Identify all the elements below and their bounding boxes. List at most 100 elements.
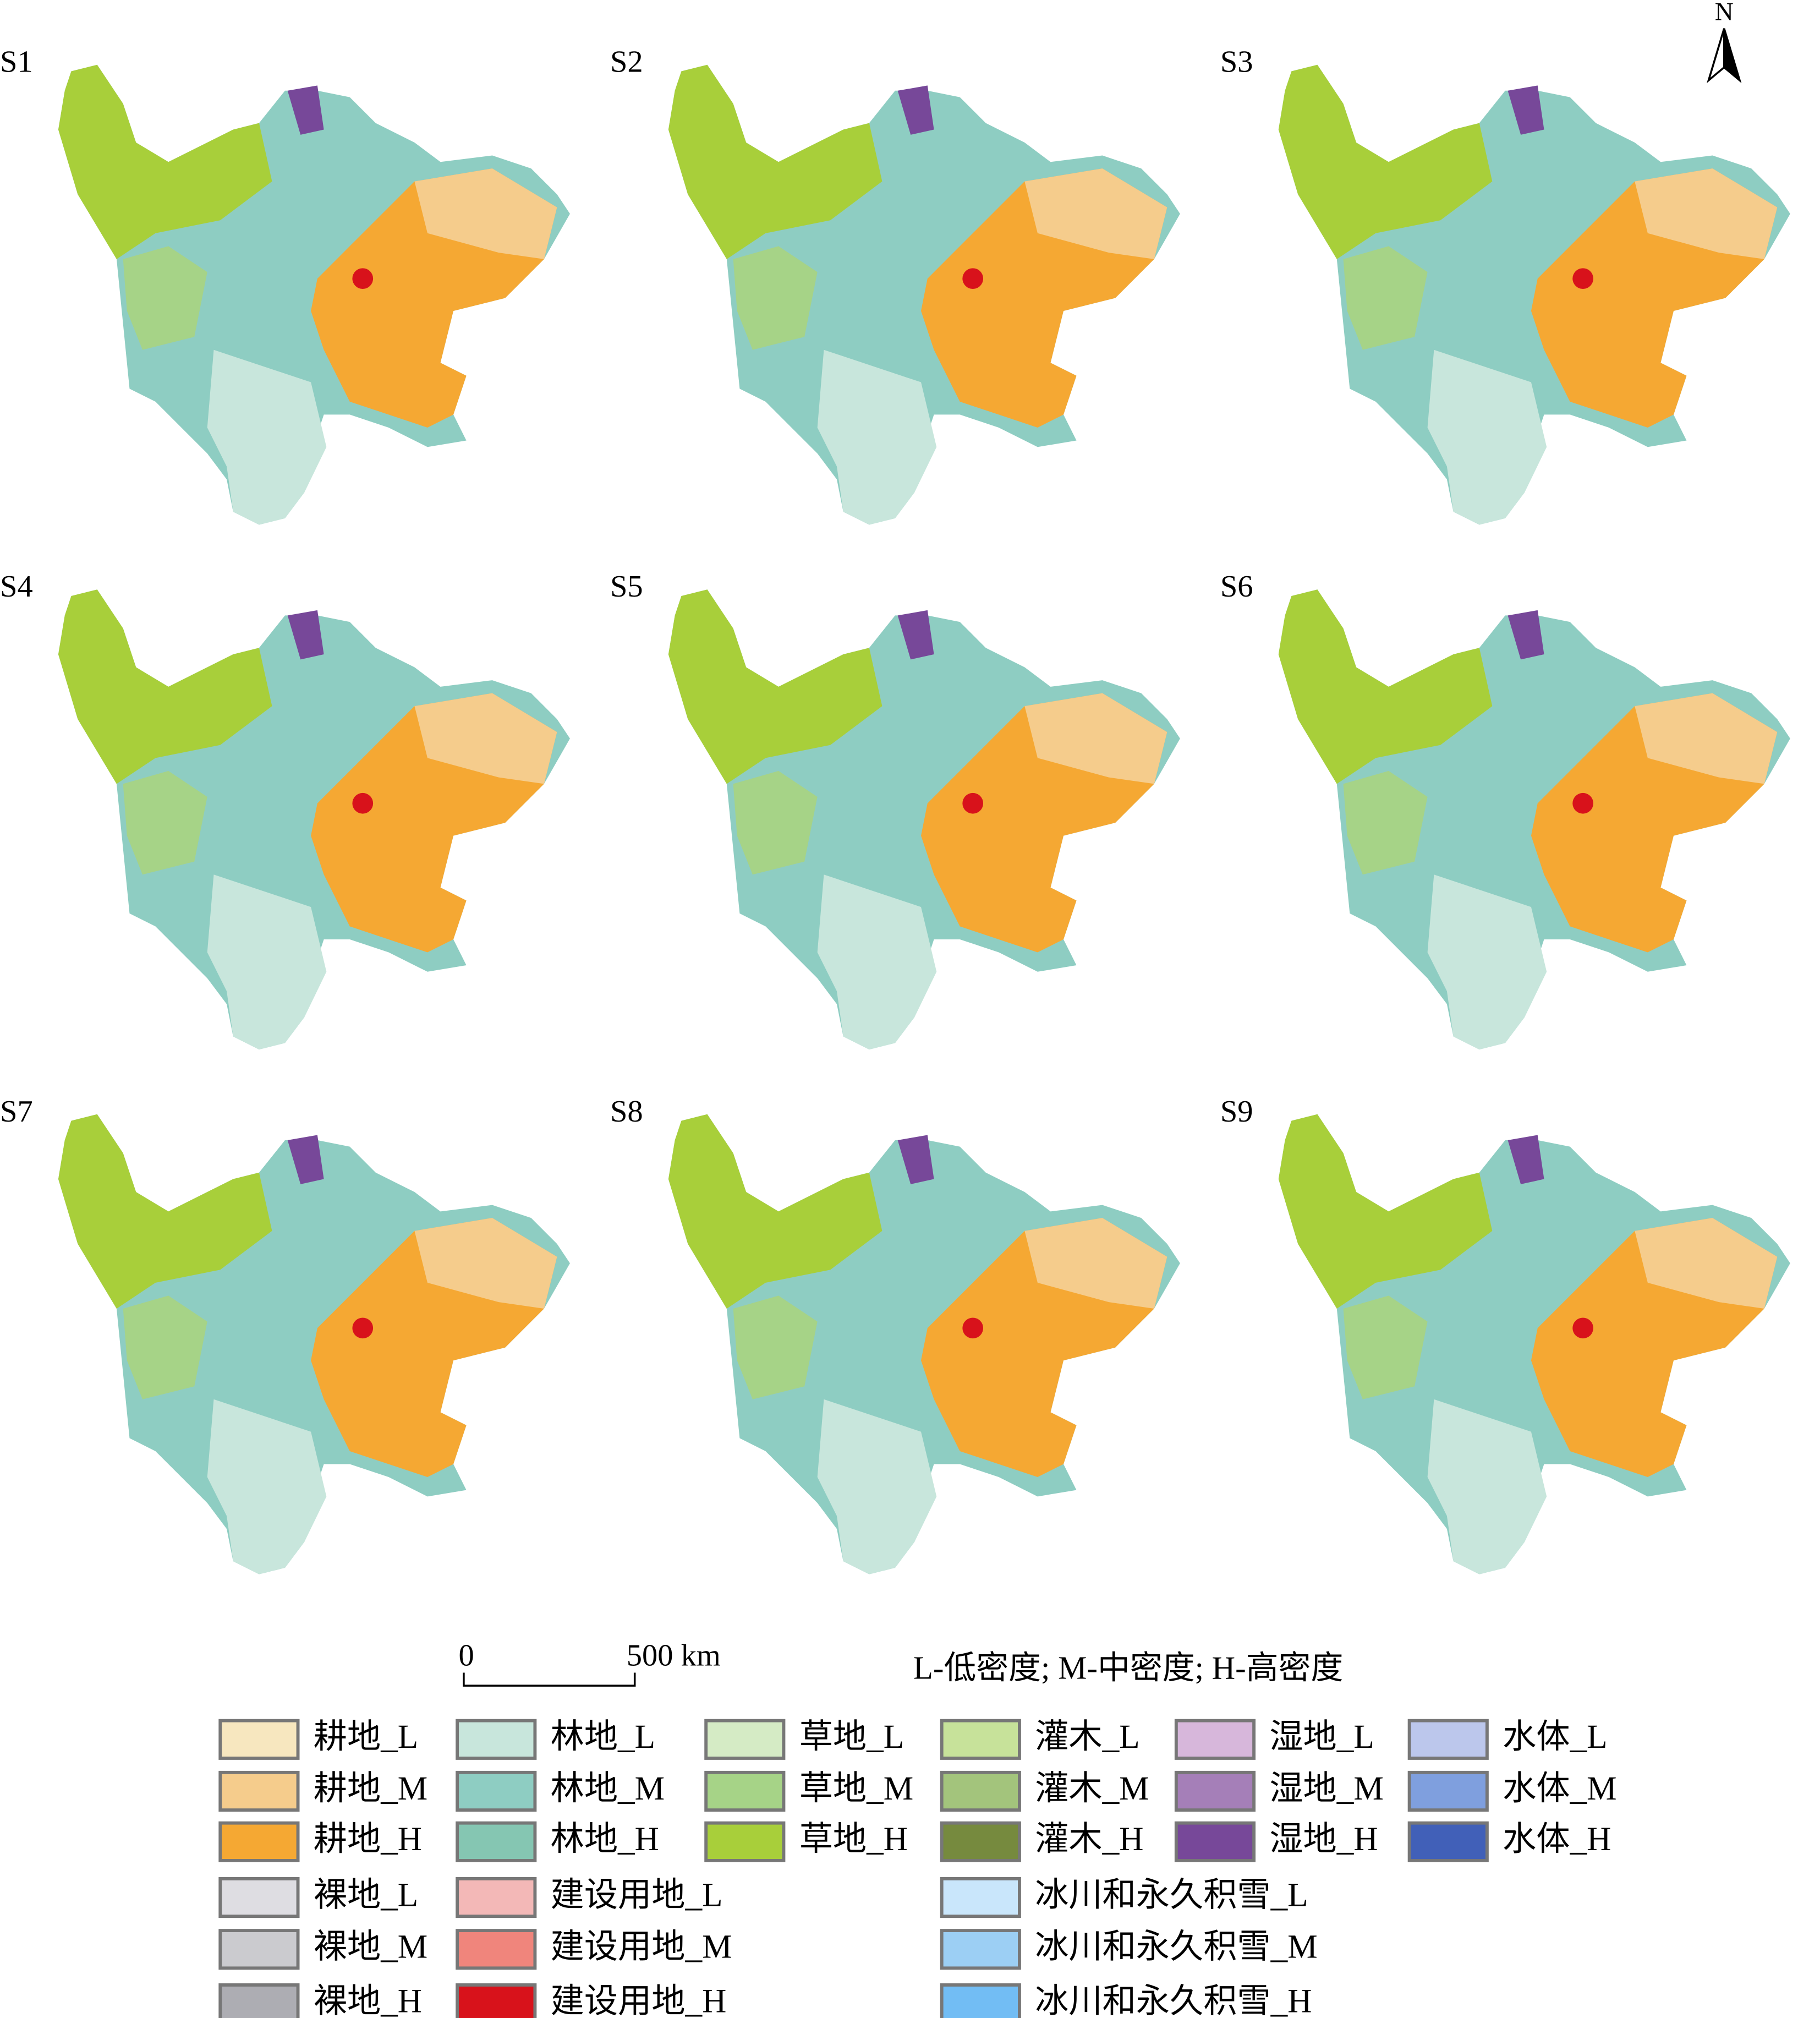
cropland-light <box>414 168 557 259</box>
scale-bar: 0 500 km <box>458 1639 721 1687</box>
legend-label: 耕地_H <box>314 1820 422 1858</box>
legend-swatch <box>704 1719 786 1760</box>
grassland-west <box>58 64 272 259</box>
map-panel: S2 <box>610 45 1180 525</box>
legend-label: 耕地_L <box>314 1718 418 1756</box>
cropland-light <box>414 693 557 784</box>
forest-south <box>207 1399 327 1574</box>
panel-label: S5 <box>610 570 643 604</box>
cropland-light <box>1635 693 1778 784</box>
legend-label: 林地_M <box>551 1770 665 1807</box>
legend-label: 冰川和永久积雪_M <box>1035 1928 1317 1965</box>
wetland-north <box>897 85 934 135</box>
legend-label: 湿地_L <box>1269 1718 1374 1756</box>
scale-end: 500 km <box>627 1639 721 1673</box>
urban-core <box>352 268 374 289</box>
north-arrow-right <box>1723 28 1742 84</box>
grassland-medium <box>1343 246 1428 350</box>
grassland-medium <box>733 246 818 350</box>
scale-line <box>463 1672 636 1687</box>
grassland-west <box>1278 589 1493 784</box>
forest-south <box>1427 874 1547 1050</box>
wetland-north <box>287 85 324 135</box>
urban-core <box>962 792 984 814</box>
legend-label: 灌木_H <box>1035 1820 1143 1858</box>
legend-swatch <box>1407 1719 1489 1760</box>
legend-swatch <box>456 1877 537 1918</box>
forest-south <box>1427 1399 1547 1574</box>
grassland-medium <box>123 770 207 875</box>
legend-label: 湿地_H <box>1269 1820 1378 1858</box>
cropland-light <box>1635 1218 1778 1309</box>
urban-core <box>1572 792 1593 814</box>
legend-swatch <box>704 1770 786 1812</box>
legend-label: 耕地_M <box>314 1770 427 1807</box>
panel-label: S9 <box>1220 1095 1253 1129</box>
urban-core <box>962 268 984 289</box>
wetland-north <box>897 610 934 660</box>
panel-label: S3 <box>1220 45 1253 79</box>
legend-swatch <box>456 1770 537 1812</box>
map-panel: S6 <box>1220 570 1790 1050</box>
cropland-light <box>1024 1218 1167 1309</box>
legend-swatch <box>218 1929 300 1970</box>
legend-swatch <box>218 1983 300 2018</box>
scale-start: 0 <box>458 1639 474 1673</box>
urban-core <box>1572 1317 1593 1339</box>
grassland-west <box>668 1114 882 1309</box>
forest-south <box>817 1399 937 1574</box>
wetland-north <box>1507 1135 1544 1184</box>
forest-south <box>817 874 937 1050</box>
grassland-west <box>1278 64 1493 259</box>
legend-label: 冰川和永久积雪_H <box>1035 1982 1312 2018</box>
legend-swatch <box>1174 1770 1256 1812</box>
legend-swatch <box>1407 1821 1489 1862</box>
map-panel: S3 <box>1220 45 1790 525</box>
urban-core <box>962 1317 984 1339</box>
legend-swatch <box>1174 1821 1256 1862</box>
grassland-west <box>1278 1114 1493 1309</box>
map-panel: S5 <box>610 570 1180 1050</box>
legend-swatch <box>1174 1719 1256 1760</box>
legend-label: 水体_M <box>1503 1770 1616 1807</box>
wetland-north <box>287 610 324 660</box>
wetland-north <box>1507 610 1544 660</box>
forest-south <box>1427 349 1547 525</box>
urban-core <box>352 792 374 814</box>
map-panel: S7 <box>0 1095 570 1574</box>
legend-label: 灌木_M <box>1035 1770 1149 1807</box>
legend-label: 裸地_L <box>314 1876 418 1913</box>
cropland-light <box>1635 168 1778 259</box>
map-panel: S8 <box>610 1095 1180 1574</box>
legend-swatch <box>456 1929 537 1970</box>
legend-swatch <box>940 1770 1021 1812</box>
wetland-north <box>897 1135 934 1184</box>
panel-label: S1 <box>0 45 33 79</box>
panel-label: S6 <box>1220 570 1253 604</box>
legend-label: 冰川和永久积雪_L <box>1035 1876 1308 1913</box>
legend-label: 草地_M <box>799 1770 913 1807</box>
urban-core <box>1572 268 1593 289</box>
legend-label: 水体_L <box>1503 1718 1607 1756</box>
legend-label: 水体_H <box>1503 1820 1611 1858</box>
panel-label: S4 <box>0 570 33 604</box>
grassland-medium <box>733 1295 818 1399</box>
legend-swatch <box>940 1821 1021 1862</box>
forest-south <box>207 349 327 525</box>
legend-label: 草地_L <box>799 1718 904 1756</box>
grassland-medium <box>123 246 207 350</box>
grassland-west <box>58 1114 272 1309</box>
north-arrow: N <box>1707 0 1742 84</box>
north-arrow-left <box>1707 28 1725 84</box>
wetland-north <box>1507 85 1544 135</box>
legend-label: 草地_H <box>799 1820 908 1858</box>
legend-swatch <box>218 1719 300 1760</box>
north-label: N <box>1715 0 1734 26</box>
legend-label: 裸地_H <box>314 1982 422 2018</box>
grassland-medium <box>1343 770 1428 875</box>
map-panel: S4 <box>0 570 570 1050</box>
cropland-light <box>414 1218 557 1309</box>
legend-swatch <box>704 1821 786 1862</box>
cropland-light <box>1024 168 1167 259</box>
